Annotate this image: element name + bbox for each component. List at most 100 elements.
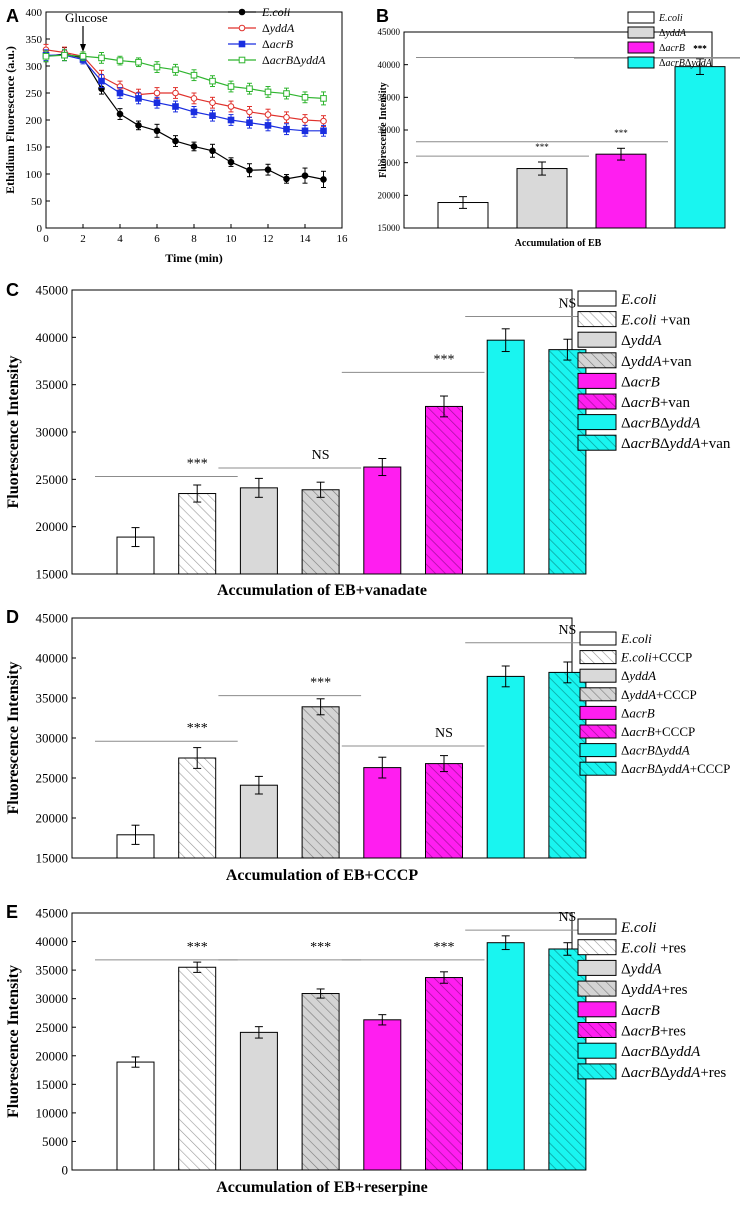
data-point-0: [135, 122, 142, 129]
legend-swatch-C: [577, 290, 617, 307]
bar-C-4: [363, 466, 402, 575]
bar-E-5: [425, 977, 463, 1171]
data-point-3: [301, 94, 309, 101]
y-tick-label-E: 5000: [42, 1134, 68, 1149]
legend-label-C: ΔyddA: [621, 333, 662, 349]
plot-frame-A: [45, 11, 343, 229]
y-tick-label-A: 350: [26, 34, 43, 46]
legend-label-D: ΔyddA+CCCP: [621, 687, 697, 702]
data-point-1: [264, 111, 272, 118]
legend-swatch-C: [577, 434, 617, 451]
legend-label-E: ΔacrBΔyddA+res: [621, 1065, 726, 1081]
data-point-2: [135, 95, 142, 102]
significance-label-C: NS: [558, 297, 576, 312]
y-axis-label-B: Fluorescence Intensity: [378, 82, 389, 178]
significance-label-C: ***: [434, 352, 455, 367]
y-tick-label-B: 35000: [378, 92, 401, 102]
significance-label-E: NS: [558, 910, 576, 925]
legend-swatch-E: [577, 1022, 617, 1038]
data-point-2: [116, 89, 124, 97]
y-tick-label-B: 40000: [378, 60, 401, 70]
data-point-2: [301, 127, 309, 135]
y-tick-label-C: 35000: [36, 377, 69, 392]
significance-label-D: NS: [558, 623, 576, 638]
data-point-2: [98, 77, 105, 85]
bar-C-2: [239, 487, 278, 575]
significance-label-C: ***: [187, 456, 208, 471]
x-tick-label-A: 6: [154, 233, 160, 245]
bar-C-1: [178, 493, 217, 575]
data-point-0: [320, 176, 327, 183]
legend-label-B: ΔyddA: [659, 28, 687, 39]
y-tick-label-A: 250: [26, 88, 43, 100]
glucose-annotation: Glucose: [65, 10, 108, 25]
y-tick-label-A: 0: [37, 223, 43, 235]
y-tick-label-E: 15000: [36, 1077, 69, 1092]
data-point-1: [153, 89, 161, 97]
data-point-3: [209, 77, 216, 85]
y-tick-label-D: 35000: [36, 691, 69, 706]
x-tick-label-A: 16: [337, 233, 349, 245]
data-point-0: [264, 166, 272, 173]
panel-D: D 15000 20000 25000 30000 35000 40000 45000 *** *…: [5, 607, 730, 884]
significance-label-D: NS: [435, 726, 453, 741]
x-tick-label-A: 8: [191, 233, 197, 245]
legend-label-C: E.coli +van: [620, 313, 691, 329]
y-tick-label-E: 45000: [36, 906, 69, 921]
data-point-2: [153, 99, 161, 107]
legend-swatch-E: [577, 959, 617, 976]
x-axis-label-E: Accumulation of EB+reserpine: [216, 1179, 427, 1196]
legend-swatch-D: [579, 761, 617, 776]
series-line-2: [46, 54, 324, 132]
legend-label-E: ΔacrB: [621, 1003, 660, 1019]
data-point-0: [116, 110, 124, 118]
y-tick-label-B: 45000: [378, 27, 401, 37]
y-tick-label-D: 45000: [36, 611, 69, 626]
legend-swatch-E: [577, 1042, 617, 1059]
panel-label-E: E: [6, 902, 18, 922]
legend-label-C: ΔacrB: [621, 374, 660, 390]
legend-swatch-C: [577, 311, 617, 328]
y-tick-label-E: 0: [62, 1163, 69, 1178]
y-tick-label-B: 25000: [378, 158, 401, 168]
y-tick-label-A: 50: [31, 196, 43, 208]
panel-B: B 15000 20000 25000 30000 35000 40000 45000 *** *…: [376, 6, 740, 249]
legend-label-B: E.coli: [658, 13, 683, 24]
x-tick-label-A: 0: [43, 233, 49, 245]
legend-marker-1: [238, 24, 246, 32]
data-point-2: [209, 112, 216, 119]
series-line-3: [45, 54, 324, 99]
legend-label-B: ΔacrBΔyddA: [659, 58, 713, 69]
legend-label-D: E.coli: [620, 631, 652, 646]
bar-D-3: [301, 706, 340, 859]
bar-C-5: [425, 405, 463, 575]
data-point-1: [301, 116, 309, 124]
data-point-3: [79, 52, 87, 60]
legend-label-D: E.coli+CCCP: [620, 650, 692, 665]
legend-marker-3: [238, 56, 246, 64]
legend-swatch-D: [579, 705, 617, 720]
x-axis-label-D: Accumulation of EB+CCCP: [226, 867, 418, 884]
legend-label-C: E.coli: [620, 292, 656, 308]
significance-label-B: ***: [693, 43, 707, 53]
y-axis-label-E: Fluorescence Intensity: [5, 965, 22, 1118]
series-line-0: [45, 53, 324, 180]
y-axis-label-C: Fluorescence Intensity: [5, 355, 22, 508]
y-tick-label-A: 400: [26, 7, 43, 19]
legend-label-D: ΔacrBΔyddA+CCCP: [621, 761, 730, 776]
panel-label-B: B: [376, 6, 389, 26]
legend-swatch-C: [577, 393, 617, 410]
legend-swatch-D: [579, 743, 617, 758]
significance-label-D: ***: [187, 721, 208, 736]
x-tick-label-A: 2: [80, 233, 86, 245]
y-tick-label-E: 40000: [36, 934, 69, 949]
significance-label-B: ***: [614, 128, 628, 138]
data-point-0: [190, 143, 198, 150]
significance-label-C: NS: [312, 448, 330, 463]
data-point-0: [301, 172, 309, 179]
x-axis-label-B: Accumulation of EB: [515, 238, 602, 249]
y-tick-label-E: 30000: [36, 991, 69, 1006]
y-tick-label-C: 40000: [36, 330, 69, 345]
bar-C-3: [301, 489, 340, 575]
